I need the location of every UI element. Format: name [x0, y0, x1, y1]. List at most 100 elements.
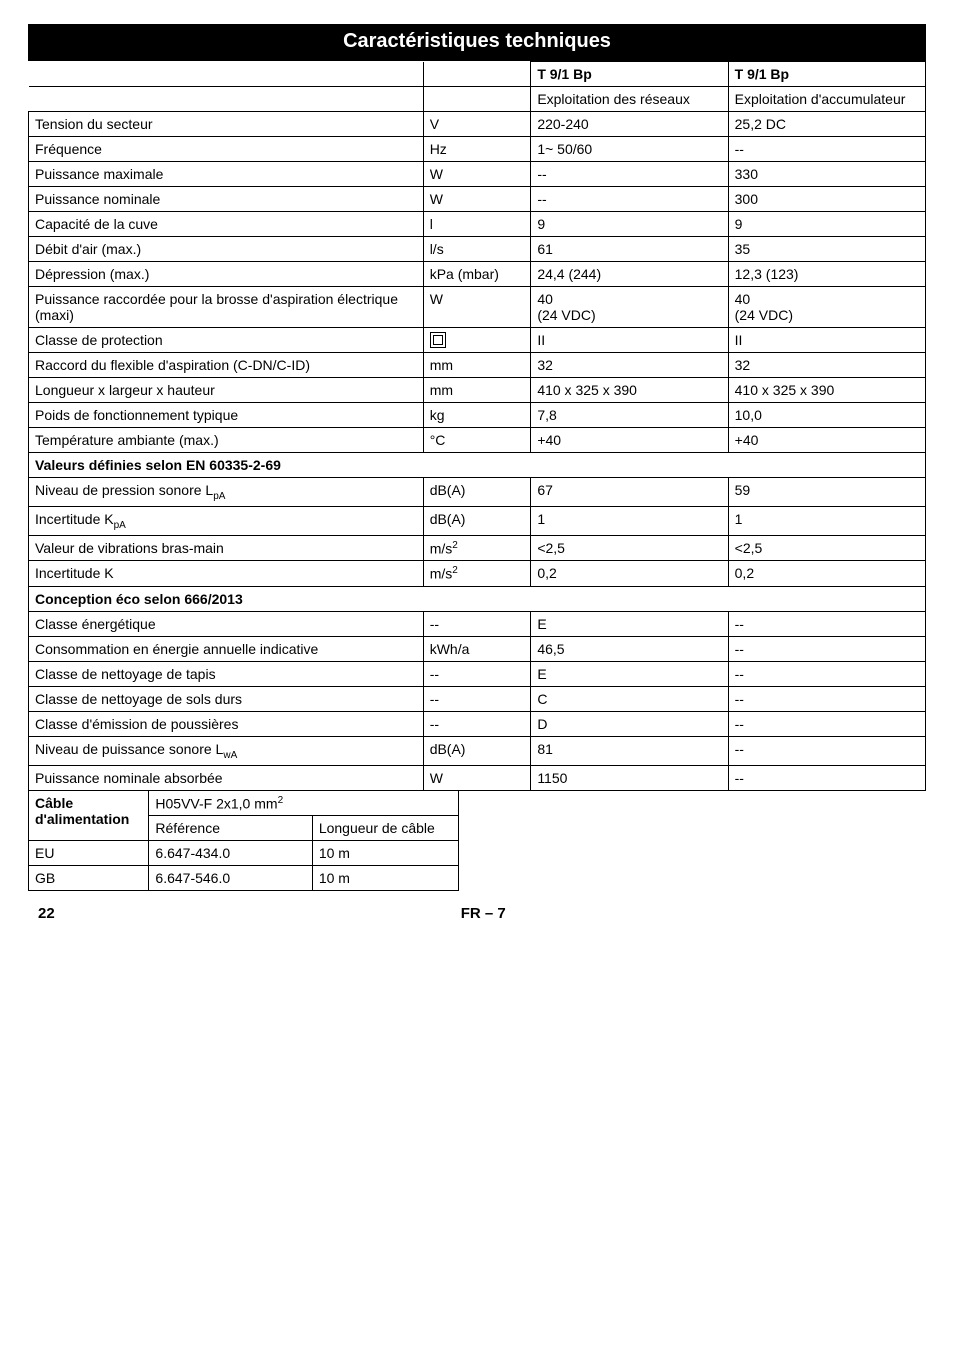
class-ii-icon	[430, 332, 446, 348]
row-label: Capacité de la cuve	[29, 212, 424, 237]
table-row: Puissance nominaleW--300	[29, 187, 926, 212]
page-number: 22	[38, 905, 55, 922]
row-v1: 1~ 50/60	[531, 137, 728, 162]
row-v2: --	[728, 736, 925, 765]
row-v2: 32	[728, 353, 925, 378]
desc-1: Exploitation des réseaux	[531, 87, 728, 112]
row-v1: II	[531, 328, 728, 353]
table-row: Longueur x largeur x hauteurmm410 x 325 …	[29, 378, 926, 403]
page-footer: 22 FR – 7 .	[28, 891, 926, 922]
page-lang: FR – 7	[461, 905, 506, 922]
row-v2: 59	[728, 478, 925, 507]
row-label: Débit d'air (max.)	[29, 237, 424, 262]
row-v1: 0,2	[531, 561, 728, 587]
row-label: Puissance nominale	[29, 187, 424, 212]
model-1: T 9/1 Bp	[531, 62, 728, 87]
table-row: Classe de protection II II	[29, 328, 926, 353]
row-v1: 220-240	[531, 112, 728, 137]
row-v2: --	[728, 636, 925, 661]
table-row: Température ambiante (max.)°C+40+40	[29, 428, 926, 453]
row-label: Puissance raccordée pour la brosse d'asp…	[29, 287, 424, 328]
row-v2: II	[728, 328, 925, 353]
table-row: Incertitude K m/s2 0,2 0,2	[29, 561, 926, 587]
row-v2: 25,2 DC	[728, 112, 925, 137]
row-label: Température ambiante (max.)	[29, 428, 424, 453]
table-row: Classe de nettoyage de sols durs--C--	[29, 686, 926, 711]
row-unit: kPa (mbar)	[423, 262, 531, 287]
row-label: Valeur de vibrations bras-main	[29, 535, 424, 561]
row-label: Incertitude KpA	[29, 506, 424, 535]
row-label: Poids de fonctionnement typique	[29, 403, 424, 428]
row-label: Niveau de puissance sonore LwA	[29, 736, 424, 765]
row-unit: m/s2	[423, 561, 531, 587]
row-unit: --	[423, 611, 531, 636]
row-v1: E	[531, 611, 728, 636]
table-row: Classe d'émission de poussières--D--	[29, 711, 926, 736]
table-row: Puissance nominale absorbéeW1150--	[29, 765, 926, 790]
desc-2: Exploitation d'accumulateur	[728, 87, 925, 112]
row-v1: 81	[531, 736, 728, 765]
cable-title: Câble d'alimentation	[29, 790, 149, 841]
cable-gb-len: 10 m	[312, 866, 458, 891]
section-row: Conception éco selon 666/2013	[29, 586, 926, 611]
row-v2: 12,3 (123)	[728, 262, 925, 287]
row-v2: 9	[728, 212, 925, 237]
row-unit: dB(A)	[423, 736, 531, 765]
row-v1: --	[531, 162, 728, 187]
row-unit: dB(A)	[423, 478, 531, 507]
row-v1: +40	[531, 428, 728, 453]
row-v1: 410 x 325 x 390	[531, 378, 728, 403]
row-v1: --	[531, 187, 728, 212]
row-v2: +40	[728, 428, 925, 453]
table-row: EU 6.647-434.0 10 m	[29, 841, 459, 866]
table-row: Puissance maximaleW--330	[29, 162, 926, 187]
row-v2: --	[728, 137, 925, 162]
row-unit: kg	[423, 403, 531, 428]
table-row: Dépression (max.)kPa (mbar)24,4 (244)12,…	[29, 262, 926, 287]
row-label: Tension du secteur	[29, 112, 424, 137]
section-row: Valeurs définies selon EN 60335-2-69	[29, 453, 926, 478]
row-v1: 32	[531, 353, 728, 378]
row-unit: W	[423, 287, 531, 328]
table-row: Poids de fonctionnement typiquekg7,810,0	[29, 403, 926, 428]
cable-ref-head: Référence	[149, 816, 312, 841]
row-label: Puissance maximale	[29, 162, 424, 187]
spec-table: T 9/1 Bp T 9/1 Bp Exploitation des résea…	[28, 61, 926, 791]
row-label: Fréquence	[29, 137, 424, 162]
table-row: Raccord du flexible d'aspiration (C-DN/C…	[29, 353, 926, 378]
row-v1: <2,5	[531, 535, 728, 561]
row-v2: 0,2	[728, 561, 925, 587]
cable-eu: EU	[29, 841, 149, 866]
row-label: Consommation en énergie annuelle indicat…	[29, 636, 424, 661]
row-unit: --	[423, 661, 531, 686]
row-v1: 9	[531, 212, 728, 237]
table-row: Puissance raccordée pour la brosse d'asp…	[29, 287, 926, 328]
row-v2: --	[728, 611, 925, 636]
table-row: Valeur de vibrations bras-main m/s2 <2,5…	[29, 535, 926, 561]
cable-eu-ref: 6.647-434.0	[149, 841, 312, 866]
subheader-row: Exploitation des réseaux Exploitation d'…	[29, 87, 926, 112]
row-v1: 1	[531, 506, 728, 535]
table-row: Incertitude KpA dB(A) 1 1	[29, 506, 926, 535]
row-v2: --	[728, 765, 925, 790]
row-unit: W	[423, 187, 531, 212]
table-row: Capacité de la cuvel99	[29, 212, 926, 237]
page-title: Caractéristiques techniques	[28, 24, 926, 61]
row-unit: kWh/a	[423, 636, 531, 661]
table-row: GB 6.647-546.0 10 m	[29, 866, 459, 891]
cable-spec: H05VV-F 2x1,0 mm2	[149, 790, 459, 816]
model-2: T 9/1 Bp	[728, 62, 925, 87]
row-unit: dB(A)	[423, 506, 531, 535]
row-label: Classe de protection	[29, 328, 424, 353]
row-unit: l/s	[423, 237, 531, 262]
row-label: Classe énergétique	[29, 611, 424, 636]
row-label: Classe de nettoyage de sols durs	[29, 686, 424, 711]
row-unit: mm	[423, 353, 531, 378]
cable-gb-ref: 6.647-546.0	[149, 866, 312, 891]
row-unit: m/s2	[423, 535, 531, 561]
row-v1: 1150	[531, 765, 728, 790]
row-v1: 40(24 VDC)	[531, 287, 728, 328]
row-v2: 1	[728, 506, 925, 535]
row-v2: 330	[728, 162, 925, 187]
row-label: Raccord du flexible d'aspiration (C-DN/C…	[29, 353, 424, 378]
